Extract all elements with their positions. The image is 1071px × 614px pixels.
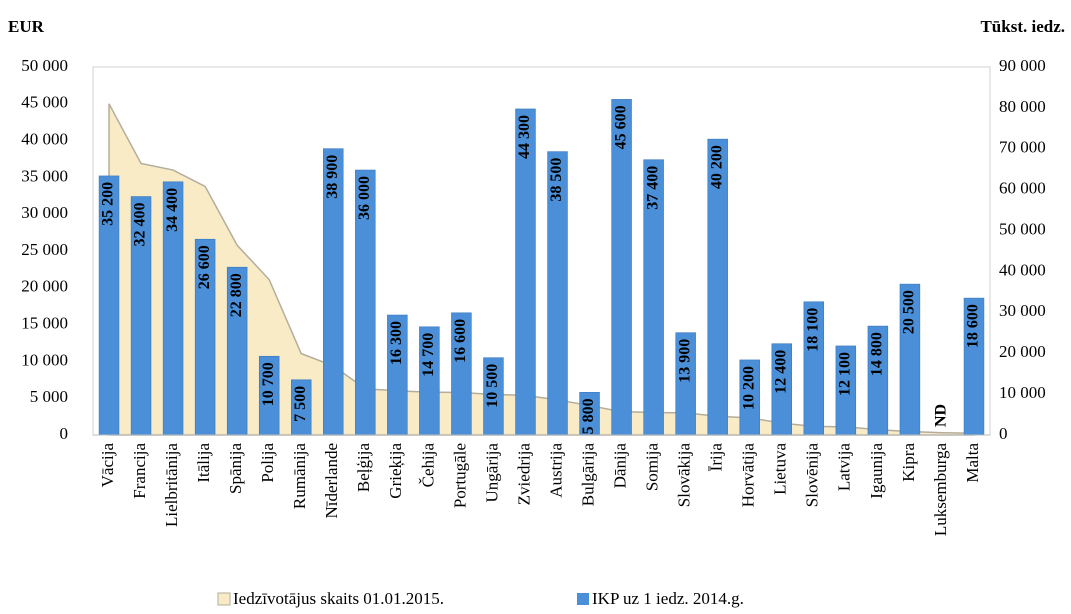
legend-swatch	[217, 592, 231, 606]
value-label: 38 900	[324, 155, 341, 199]
x-tick-label: Slovēnija	[803, 443, 822, 508]
value-label: 45 600	[612, 105, 629, 149]
x-tick-label: Horvātija	[739, 443, 758, 508]
y-tick-label: 45 000	[21, 93, 68, 112]
y-tick-label: 5 000	[30, 387, 68, 406]
y-tick-label: 15 000	[21, 314, 68, 333]
value-label: 36 000	[356, 176, 373, 220]
x-tick-label: Polija	[258, 443, 277, 483]
x-tick-label: Spānija	[226, 443, 245, 494]
value-label: 22 800	[228, 273, 245, 317]
x-tick-label: Itālija	[194, 443, 213, 483]
x-tick-label: Dānija	[610, 443, 629, 489]
x-tick-label: Kipra	[899, 443, 918, 482]
legend-label: IKP uz 1 iedz. 2014.g.	[592, 589, 744, 608]
y-tick-label: 35 000	[21, 166, 68, 185]
x-tick-label: Francija	[130, 443, 149, 499]
value-label: 44 300	[516, 115, 533, 159]
x-tick-label: Beļģija	[354, 443, 373, 493]
value-label: 10 700	[260, 362, 277, 406]
y-tick-label: 30 000	[21, 203, 68, 222]
y-tick-label: 20 000	[21, 277, 68, 296]
value-label: 35 200	[100, 182, 117, 226]
x-tick-label: Somija	[643, 443, 662, 492]
value-label: 14 800	[869, 332, 886, 376]
y2-tick-label: 80 000	[999, 97, 1046, 116]
y2-tick-label: 60 000	[999, 179, 1046, 198]
y-tick-label: 0	[60, 424, 69, 443]
value-label: 37 400	[644, 166, 661, 210]
value-label: 14 700	[420, 333, 437, 377]
value-label: 7 500	[292, 386, 309, 422]
x-tick-label: Nīderlande	[322, 443, 341, 519]
value-label: 16 600	[452, 319, 469, 363]
y2-tick-label: 30 000	[999, 301, 1046, 320]
legend-label: Iedzīvotājus skaits 01.01.2015.	[233, 589, 444, 608]
value-label: 5 800	[580, 398, 597, 434]
value-label: 18 600	[965, 304, 982, 348]
x-tick-label: Zviedrija	[514, 443, 533, 506]
x-tick-label: Lielbritānija	[162, 443, 181, 527]
y2-tick-label: 40 000	[999, 260, 1046, 279]
x-tick-label: Ungārija	[482, 443, 501, 503]
y2-tick-label: 50 000	[999, 219, 1046, 238]
value-label: 10 500	[484, 364, 501, 408]
x-tick-label: Latvija	[835, 443, 854, 492]
x-tick-label: Rumānija	[290, 443, 309, 510]
value-label: 13 900	[676, 339, 693, 383]
value-label: 12 400	[772, 350, 789, 394]
x-tick-label: Īrija	[707, 443, 726, 472]
y-axis-label: EUR	[8, 17, 45, 36]
value-label: 40 200	[708, 145, 725, 189]
value-label: 20 500	[901, 290, 918, 334]
y-tick-label: 40 000	[21, 130, 68, 149]
x-tick-label: Lietuva	[771, 443, 790, 495]
x-tick-label: Vācija	[98, 443, 117, 488]
value-label: 38 500	[548, 158, 565, 202]
value-label: 26 600	[196, 245, 213, 289]
value-label: 10 200	[740, 366, 757, 410]
x-tick-label: Austrija	[546, 443, 565, 498]
y2-axis-label: Tūkst. iedz.	[980, 17, 1065, 36]
value-label: ND	[933, 404, 950, 427]
value-label: 12 100	[837, 352, 854, 396]
value-label: 16 300	[388, 321, 405, 365]
y-tick-label: 50 000	[21, 56, 68, 75]
y-tick-label: 10 000	[21, 350, 68, 369]
x-tick-label: Čehija	[418, 443, 437, 488]
x-tick-label: Bulgārija	[578, 443, 597, 507]
value-label: 32 400	[132, 203, 149, 247]
y2-tick-label: 20 000	[999, 342, 1046, 361]
legend-swatch	[577, 593, 589, 605]
y2-tick-label: 0	[999, 424, 1008, 443]
y2-tick-label: 70 000	[999, 138, 1046, 157]
x-tick-label: Grieķija	[386, 443, 405, 499]
value-label: 18 100	[804, 308, 821, 352]
y-tick-label: 25 000	[21, 240, 68, 259]
y2-tick-label: 10 000	[999, 383, 1046, 402]
x-tick-label: Portugāle	[450, 443, 469, 508]
x-tick-label: Malta	[963, 443, 982, 483]
x-tick-label: Luksemburga	[931, 443, 950, 537]
x-tick-label: Igaunija	[867, 443, 886, 499]
value-label: 34 400	[164, 188, 181, 232]
x-tick-label: Slovākija	[675, 443, 694, 508]
y2-tick-label: 90 000	[999, 56, 1046, 75]
